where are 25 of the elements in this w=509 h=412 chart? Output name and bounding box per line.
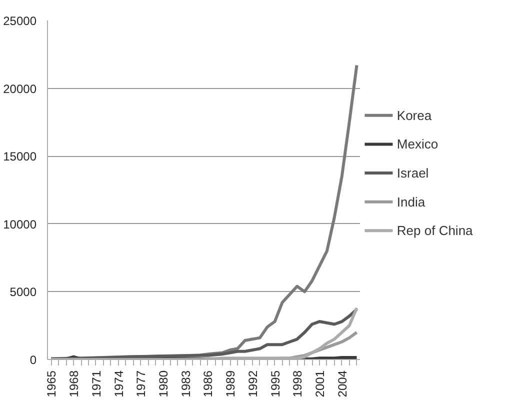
y-tick-label: 25000 [3,14,37,28]
y-tick-label: 20000 [3,82,37,96]
y-tick-label: 5000 [10,285,37,300]
y-tick-label: 10000 [3,217,37,232]
legend-label: Israel [396,166,429,181]
x-tick-label: 1989 [224,370,238,398]
x-tick-label: 1977 [134,370,148,398]
x-tick-label: 2004 [335,370,350,398]
x-tick-label: 1971 [89,370,104,398]
legend-label: India [396,194,426,210]
x-tick-label: 1998 [290,370,305,398]
y-tick-label: 0 [30,353,37,367]
x-tick-label: 1995 [268,370,282,398]
legend-label: Mexico [396,136,438,152]
x-tick-label: 1986 [201,370,216,398]
x-tick-label: 2001 [313,370,328,398]
x-tick-label: 1992 [246,370,260,398]
x-tick-label: 1980 [156,370,171,398]
x-tick-label: 1965 [44,370,59,398]
x-tick-label: 1968 [67,370,82,398]
legend-label: Rep of China [396,223,474,238]
y-tick-label: 15000 [3,150,37,164]
x-tick-label: 1974 [112,370,126,398]
legend-label: Korea [396,108,432,123]
x-tick-label: 1983 [178,370,193,398]
